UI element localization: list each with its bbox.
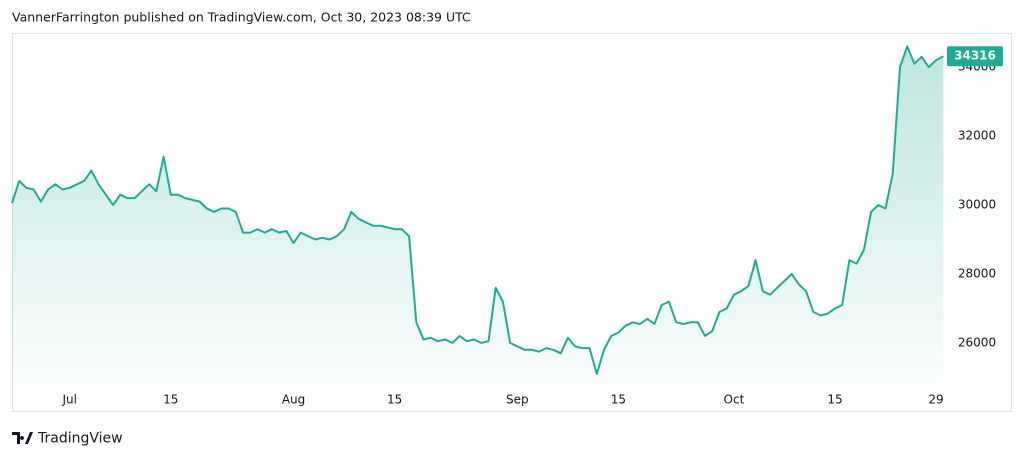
x-tick-label: Sep <box>506 393 529 407</box>
x-tick-label: Jul <box>62 393 77 407</box>
x-tick-label: 15 <box>387 393 402 407</box>
x-tick-label: 15 <box>611 393 626 407</box>
y-tick-label: 26000 <box>958 335 996 349</box>
x-tick-label: Oct <box>724 393 745 407</box>
y-tick-label: 30000 <box>958 198 996 212</box>
x-tick-label: Aug <box>282 393 305 407</box>
y-tick-label: 28000 <box>958 266 996 280</box>
y-tick-label: 32000 <box>958 129 996 143</box>
logo: TradingView <box>12 431 123 447</box>
x-tick-label: 15 <box>827 393 842 407</box>
x-tick-label: 15 <box>163 393 178 407</box>
x-tick-label: 29 <box>928 393 943 407</box>
last-price-tag <box>947 46 1003 67</box>
last-price-label: 34316 <box>954 49 996 63</box>
area-fill <box>12 46 944 386</box>
header: VannerFarrington published on TradingVie… <box>12 10 471 25</box>
price-line <box>11 45 944 375</box>
brand: TradingView <box>37 431 123 447</box>
